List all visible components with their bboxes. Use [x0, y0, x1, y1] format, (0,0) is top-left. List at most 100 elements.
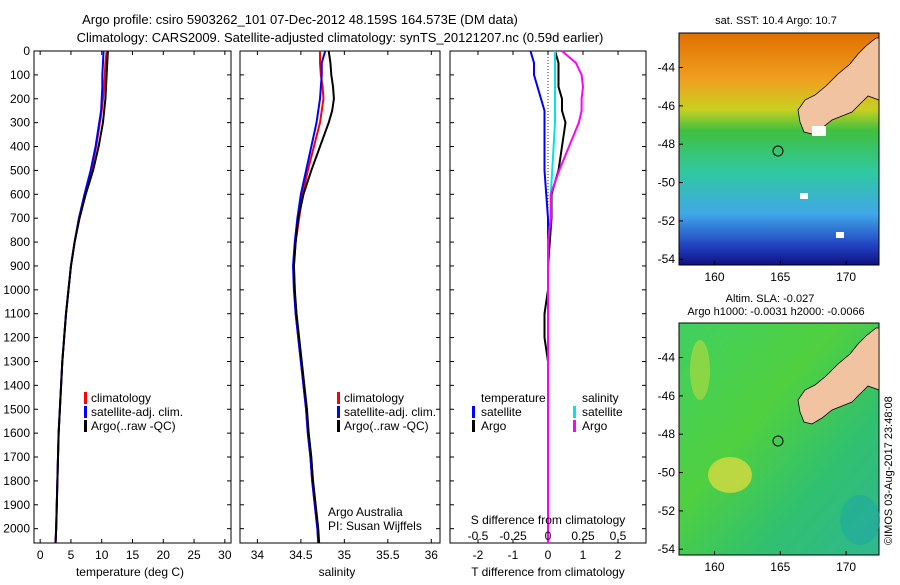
- lat-tick-label: -46: [658, 99, 676, 113]
- lat-tick-label: -46: [658, 389, 676, 403]
- sla-map-title2: Argo h1000: -0.0031 h2000: -0.0066: [687, 306, 864, 318]
- temperature-ticks: 0 5 10 15 20 25 30: [37, 51, 232, 562]
- legend-swatch-argo: [84, 420, 87, 432]
- temperature-axes: [33, 50, 232, 544]
- depth-tick-label: 0: [23, 44, 30, 58]
- x-tick-label: 1: [580, 548, 587, 562]
- depth-tick-label: 900: [10, 259, 30, 273]
- x-tick-label: 0: [545, 548, 552, 562]
- depth-tick-label: 1800: [3, 474, 30, 488]
- lat-tick-label: -48: [658, 137, 676, 151]
- legend-climatology: climatology: [91, 391, 151, 405]
- x-tick-label: 0: [37, 548, 44, 562]
- series-line-argo-raw-qc-: [54, 50, 109, 544]
- legend-swatch-satellite: [337, 406, 340, 418]
- sst-missing-patch: [812, 126, 826, 136]
- lat-tick-label: -54: [658, 542, 676, 556]
- legend-satellite: satellite-adj. clim.: [91, 405, 183, 419]
- depth-tick-label: 1300: [3, 354, 30, 368]
- x-tick-label: 10: [95, 548, 109, 562]
- difference-legend: temperature satellite Argo salinity sate…: [472, 391, 623, 433]
- sla-high-patch: [708, 457, 752, 493]
- depth-ticks: 0 100 200 300 400 500 600 700 800 900 1000 1100 1200…: [3, 44, 231, 536]
- pi-note: PI: Susan Wijffels: [328, 519, 422, 533]
- s-tick-label: 0.5: [610, 529, 627, 543]
- sst-map-title: sat. SST: 10.4 Argo: 10.7: [715, 15, 837, 27]
- depth-tick-label: 1200: [3, 331, 30, 345]
- lon-tick-label: 170: [836, 270, 856, 284]
- depth-tick-label: 500: [10, 163, 30, 177]
- depth-tick-label: 1700: [3, 450, 30, 464]
- salinity-axes: [239, 50, 441, 544]
- s-tick-label: 0: [545, 529, 552, 543]
- salinity-legend: climatology satellite-adj. clim. Argo(..…: [337, 391, 436, 433]
- sst-map-ticks: 160 165 170 -44 -46 -48 -50 -52 -54: [658, 61, 857, 284]
- depth-tick-label: 1100: [4, 307, 30, 321]
- lon-tick-label: 165: [770, 560, 790, 574]
- lon-tick-label: 165: [770, 270, 790, 284]
- x-tick-label: 34: [251, 548, 265, 562]
- salinity-ticks: 34 34.5 35 35.5 36: [251, 51, 438, 562]
- x-tick-label: -1: [508, 548, 519, 562]
- x-tick-label: 15: [126, 548, 140, 562]
- depth-tick-label: 800: [10, 235, 30, 249]
- legend-temperature-title: temperature: [481, 391, 546, 405]
- legend-salinity-title: salinity: [582, 391, 619, 405]
- header-line1: Argo profile: csiro 5903262_101 07-Dec-2…: [82, 12, 518, 27]
- legend-swatch-t-satellite: [472, 406, 475, 418]
- salinity-lines: [292, 50, 335, 544]
- legend-swatch-s-satellite: [573, 406, 576, 418]
- sla-high-patch: [690, 340, 710, 400]
- temperature-lines: [54, 50, 109, 544]
- lon-tick-label: 160: [705, 560, 725, 574]
- s-tick-label: -0.5: [468, 529, 489, 543]
- t-difference-label: T difference from climatology: [471, 565, 625, 579]
- sst-missing-patch: [800, 193, 808, 199]
- sst-missing-patch: [836, 232, 844, 238]
- x-tick-label: 35.5: [376, 548, 400, 562]
- series-line-argo-raw-qc-: [292, 50, 335, 544]
- legend-t-argo: Argo: [481, 419, 507, 433]
- lat-tick-label: -50: [658, 176, 676, 190]
- depth-tick-label: 1600: [3, 426, 30, 440]
- lat-tick-label: -52: [658, 214, 676, 228]
- difference-depth-ticks: [450, 50, 646, 530]
- sla-map-title1: Altim. SLA: -0.027: [726, 293, 815, 305]
- s-difference-label: S difference from climatology: [471, 513, 626, 527]
- depth-tick-label: 700: [10, 211, 30, 225]
- x-tick-label: -2: [473, 548, 484, 562]
- difference-lines: [529, 50, 585, 543]
- sla-map-ticks: 160 165 170 -44 -46 -48 -50 -52 -54: [658, 351, 857, 574]
- legend-swatch-satellite: [84, 406, 87, 418]
- x-tick-label: 2: [615, 548, 622, 562]
- depth-tick-label: 100: [10, 68, 30, 82]
- s-tick-label: 0.25: [571, 529, 595, 543]
- x-tick-label: 20: [157, 548, 171, 562]
- argo-location-marker: [772, 145, 784, 157]
- lat-tick-label: -54: [658, 252, 676, 266]
- legend-argo: Argo(..raw -QC): [91, 419, 176, 433]
- lat-tick-label: -48: [658, 427, 676, 441]
- sst-map-panel: sat. SST: 10.4 Argo: 10.7 160 165 170 -44 -4…: [658, 15, 880, 284]
- header-line2: Climatology: CARS2009. Satellite-adjuste…: [77, 30, 604, 45]
- series-line-salinity-argo: [547, 50, 585, 543]
- lat-tick-label: -50: [658, 466, 676, 480]
- lat-tick-label: -44: [658, 351, 676, 365]
- lon-tick-label: 160: [705, 270, 725, 284]
- x-tick-label: 34.5: [289, 548, 313, 562]
- legend-satellite: satellite-adj. clim.: [344, 405, 436, 419]
- depth-tick-label: 2000: [3, 522, 30, 536]
- difference-panel: -2 -1 0 1 2 temperature satellite Argo salin…: [449, 50, 647, 579]
- legend-swatch-s-argo: [573, 420, 576, 432]
- temperature-legend: climatology satellite-adj. clim. Argo(..…: [84, 391, 183, 433]
- argo-location-marker: [772, 435, 784, 447]
- legend-swatch-climatology: [337, 392, 340, 404]
- legend-swatch-argo: [337, 420, 340, 432]
- sla-low-patch: [840, 495, 880, 545]
- depth-tick-label: 200: [10, 92, 30, 106]
- depth-tick-label: 1900: [3, 498, 30, 512]
- salinity-depth-ticks: [240, 50, 440, 530]
- lon-tick-label: 170: [836, 560, 856, 574]
- x-tick-label: 25: [187, 548, 201, 562]
- lat-tick-label: -52: [658, 504, 676, 518]
